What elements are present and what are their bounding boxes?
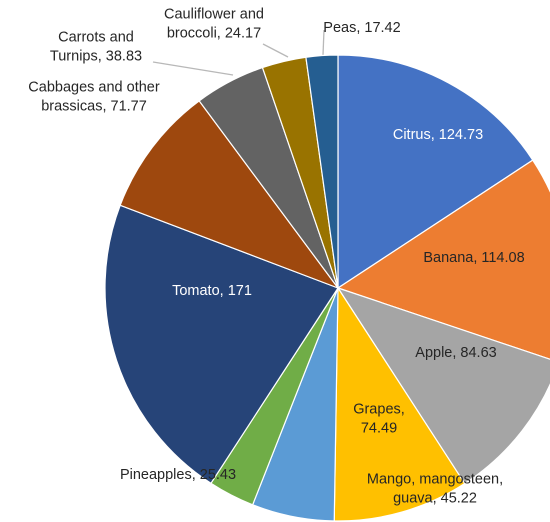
slice-cabbages-and-other-brassicas <box>119 100 340 290</box>
data-label-line: broccoli, 24.17 <box>167 26 261 42</box>
data-label-line: Carrots and <box>58 30 134 46</box>
data-label-cabbages-and-other-brassicas: Cabbages and other brassicas, 71.77 <box>28 80 160 115</box>
data-label-line: Turnips, 38.83 <box>50 49 142 65</box>
data-label-line: brassicas, 71.77 <box>41 99 147 115</box>
data-label-cauliflower-and-broccoli: Cauliflower and broccoli, 24.17 <box>164 7 264 42</box>
slice-citrus <box>337 54 534 290</box>
data-label-line: Cabbages and other <box>28 80 160 96</box>
slice-peas <box>305 54 339 289</box>
slice-tomato <box>104 204 339 485</box>
slice-banana <box>336 159 550 360</box>
slice-grapes <box>333 286 466 522</box>
data-label-line: guava, 45.22 <box>393 491 477 507</box>
data-labels: Citrus, 124.73 Banana, 114.08 Apple, 84.63… <box>28 7 524 507</box>
data-label-grapes: Grapes, 74.49 <box>353 402 405 437</box>
data-label-line: Apple, 84.63 <box>415 345 496 361</box>
data-label-line: Mango, mangosteen, <box>367 472 503 488</box>
data-label-line: Banana, 114.08 <box>423 250 524 266</box>
leader-line-carrots-and-turnips <box>152 61 234 76</box>
data-label-line: Citrus, 124.73 <box>393 127 483 143</box>
data-label-peas: Peas, 17.42 <box>323 20 400 36</box>
slice-apple <box>336 286 550 485</box>
leader-line-peas <box>322 29 325 56</box>
data-label-citrus: Citrus, 124.73 <box>393 127 483 143</box>
data-label-line: 74.49 <box>361 421 397 437</box>
pie-slices <box>104 54 550 522</box>
data-label-pineapples: Pineapples, 25.43 <box>120 467 236 483</box>
data-label-line: Grapes, <box>353 402 405 418</box>
data-label-mango-mangosteen-guava: Mango, mangosteen, guava, 45.22 <box>367 472 503 507</box>
data-label-line: Pineapples, 25.43 <box>120 467 236 483</box>
data-label-line: Peas, 17.42 <box>323 20 400 36</box>
data-label-line: Tomato, 171 <box>172 283 252 299</box>
data-label-line: Cauliflower and <box>164 7 264 23</box>
data-label-tomato: Tomato, 171 <box>172 283 252 299</box>
leader-line-cauliflower-and-broccoli <box>262 43 289 58</box>
data-label-carrots-and-turnips: Carrots and Turnips, 38.83 <box>50 30 142 65</box>
data-label-banana: Banana, 114.08 <box>423 250 524 266</box>
data-label-apple: Apple, 84.63 <box>415 345 496 361</box>
